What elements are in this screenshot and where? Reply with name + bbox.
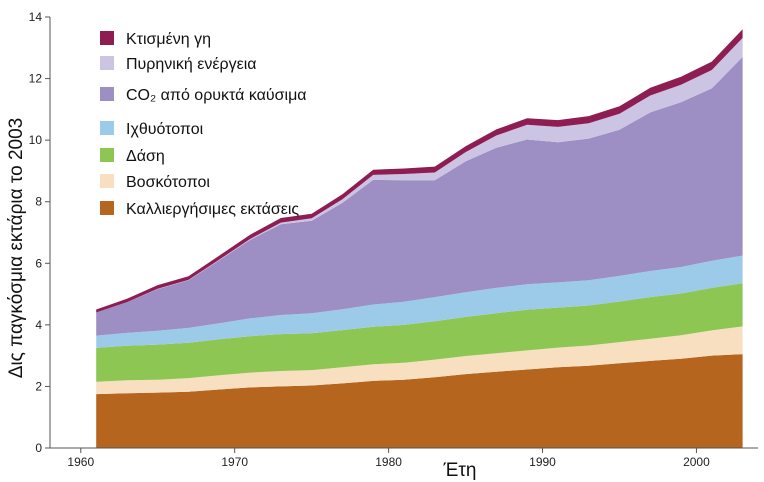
y-tick-label: 14	[29, 10, 43, 24]
legend-swatch	[100, 87, 114, 101]
x-tick-label: 1990	[529, 455, 556, 469]
legend-item: Ιχθυότοποι	[100, 121, 204, 138]
legend-swatch	[100, 121, 114, 135]
legend-label: CO₂ από ορυκτά καύσιμα	[126, 87, 307, 104]
area-series-2	[96, 326, 743, 395]
legend-label: Ιχθυότοποι	[126, 121, 204, 138]
legend-label: Βοσκότοποι	[126, 174, 210, 191]
legend-label: Δάση	[126, 148, 165, 165]
legend-item: Πυρηνική ενέργεια	[100, 56, 257, 73]
area-series-5	[96, 57, 743, 336]
legend-label: Κτισμένη γη	[126, 31, 211, 48]
y-tick-label: 12	[29, 72, 43, 86]
area-series-4	[96, 255, 743, 348]
legend-label: Πυρηνική ενέργεια	[126, 56, 257, 73]
legend-item: CO₂ από ορυκτά καύσιμα	[100, 87, 307, 104]
x-tick-label: 1960	[67, 455, 94, 469]
stacked-area-layer	[96, 29, 743, 448]
x-tick-label: 1970	[221, 455, 248, 469]
legend-item: Καλλιεργήσιμες εκτάσεις	[100, 201, 299, 218]
x-tick-layer: 1960 1970 1980 1990 2000	[67, 448, 710, 469]
area-series-7	[96, 29, 743, 313]
legend-swatch	[100, 174, 114, 188]
legend-swatch	[100, 31, 114, 45]
legend-swatch	[100, 56, 114, 70]
y-tick-label: 4	[35, 318, 42, 332]
area-series-3	[96, 283, 743, 382]
y-axis-title: Δις παγκόσμια εκτάρια το 2003	[6, 118, 27, 379]
x-tick-label: 1980	[375, 455, 402, 469]
legend-item: Βοσκότοποι	[100, 174, 210, 191]
legend-label: Καλλιεργήσιμες εκτάσεις	[126, 201, 299, 218]
y-tick-label: 2	[35, 379, 42, 393]
x-axis-title: Έτη	[443, 460, 477, 481]
y-tick-label: 10	[29, 133, 43, 147]
legend: Κτισμένη γη Πυρηνική ενέργεια CO₂ από ορυκ…	[100, 31, 307, 218]
y-tick-label: 8	[35, 195, 42, 209]
area-series-1	[96, 354, 743, 448]
legend-item: Κτισμένη γη	[100, 31, 211, 48]
legend-item: Δάση	[100, 148, 165, 165]
y-tick-label: 0	[35, 441, 42, 455]
axes-layer	[49, 17, 758, 449]
legend-swatch	[100, 201, 114, 215]
y-tick-label: 6	[35, 256, 42, 270]
area-series-6	[96, 37, 743, 313]
y-tick-layer: 0 2 4 6 8 10 12 14	[29, 10, 50, 455]
legend-swatch	[100, 148, 114, 162]
x-tick-label: 2000	[683, 455, 710, 469]
